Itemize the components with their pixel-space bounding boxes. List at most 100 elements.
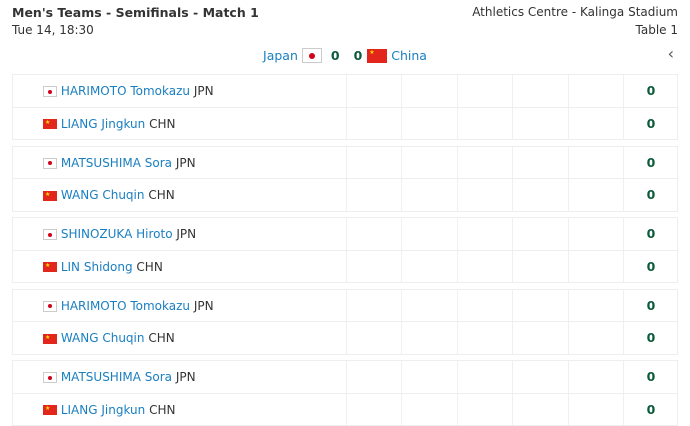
player-row: MATSUSHIMA Sora JPN 0 xyxy=(13,146,677,179)
player-row: MATSUSHIMA Sora JPN 0 xyxy=(13,361,677,394)
china-flag-icon xyxy=(43,190,57,201)
player-noc: JPN xyxy=(175,370,196,384)
game-score-cell xyxy=(401,250,402,282)
game-score-cell xyxy=(512,250,513,282)
player-score: 0 xyxy=(646,154,656,170)
player-name[interactable]: LIANG Jingkun xyxy=(60,116,146,131)
player: LIN Shidong CHN xyxy=(43,260,163,274)
player-noc: CHN xyxy=(149,402,176,417)
player: LIANG Jingkun CHN xyxy=(43,403,175,417)
player-name[interactable]: HARIMOTO Tomokazu xyxy=(60,298,190,313)
player-name[interactable]: MATSUSHIMA Sora xyxy=(60,155,172,170)
game-score-cell xyxy=(346,218,347,250)
game-score-cell xyxy=(568,179,569,211)
game-score-cell xyxy=(568,146,569,178)
game-score-cell xyxy=(346,289,347,321)
game-score-cell xyxy=(568,393,569,425)
player-noc: JPN xyxy=(175,155,196,170)
player-score: 0 xyxy=(646,401,656,417)
game-score-cell xyxy=(512,107,513,139)
player-row: LIANG Jingkun CHN 0 xyxy=(13,393,677,425)
player-row: HARIMOTO Tomokazu JPN 0 xyxy=(13,75,677,108)
away-score: 0 xyxy=(353,48,363,63)
player-row: WANG Chuqin CHN 0 xyxy=(13,179,677,211)
game-score-cell xyxy=(346,179,347,211)
player: WANG Chuqin CHN xyxy=(43,331,175,345)
japan-flag-icon xyxy=(301,48,322,63)
game-score-cell xyxy=(623,218,624,250)
game-score-cell xyxy=(568,75,569,107)
player: LIANG Jingkun CHN xyxy=(43,117,175,131)
game-score-cell xyxy=(623,361,624,393)
game-score-cell xyxy=(346,107,347,139)
game-score-cell xyxy=(401,322,402,354)
chevron-left-icon[interactable]: ‹ xyxy=(667,44,674,63)
player-row: HARIMOTO Tomokazu JPN 0 xyxy=(13,289,677,322)
match-group: SHINOZUKA Hiroto JPN 0 LIN Shidong CHN 0 xyxy=(12,217,678,283)
game-score-cell xyxy=(623,179,624,211)
player: WANG Chuqin CHN xyxy=(43,188,175,202)
player-noc: CHN xyxy=(149,116,176,131)
game-score-cell xyxy=(512,218,513,250)
game-score-cell xyxy=(512,75,513,107)
player-noc: JPN xyxy=(176,227,197,241)
game-score-cell xyxy=(512,289,513,321)
player-name[interactable]: LIN Shidong xyxy=(60,259,133,274)
game-score-cell xyxy=(401,289,402,321)
game-score-cell xyxy=(623,322,624,354)
game-score-cell xyxy=(401,107,402,139)
game-score-cell xyxy=(623,107,624,139)
player-score: 0 xyxy=(646,187,656,202)
player: HARIMOTO Tomokazu JPN xyxy=(43,84,214,98)
japan-flag-icon xyxy=(43,300,57,312)
player-noc: JPN xyxy=(193,298,214,313)
home-score: 0 xyxy=(330,48,340,63)
player-name[interactable]: WANG Chuqin xyxy=(60,331,145,345)
game-score-cell xyxy=(568,250,569,282)
japan-flag-icon xyxy=(43,86,57,97)
game-score-cell xyxy=(457,218,458,250)
game-score-cell xyxy=(457,75,458,107)
home-team[interactable]: Japan xyxy=(263,48,298,63)
game-score-cell xyxy=(401,75,402,107)
game-score-cell xyxy=(401,218,402,250)
game-score-cell xyxy=(568,289,569,321)
player-score: 0 xyxy=(646,369,656,384)
china-flag-icon xyxy=(43,262,57,272)
game-score-cell xyxy=(512,179,513,211)
player-name[interactable]: WANG Chuqin xyxy=(60,188,145,202)
game-score-cell xyxy=(568,218,569,250)
player-name[interactable]: MATSUSHIMA Sora xyxy=(60,370,172,384)
player-score: 0 xyxy=(646,330,656,345)
team-score: Japan 0 0 China xyxy=(0,47,690,63)
player-score: 0 xyxy=(646,258,656,274)
game-score-cell xyxy=(457,179,458,211)
game-score-cell xyxy=(401,361,402,393)
away-team[interactable]: China xyxy=(391,48,427,63)
game-score-cell xyxy=(401,146,402,178)
china-flag-icon xyxy=(43,333,57,344)
game-score-cell xyxy=(457,250,458,282)
game-score-cell xyxy=(512,361,513,393)
player: HARIMOTO Tomokazu JPN xyxy=(43,299,214,313)
game-score-cell xyxy=(512,322,513,354)
player-noc: CHN xyxy=(136,259,163,274)
player-row: WANG Chuqin CHN 0 xyxy=(13,322,677,354)
game-score-cell xyxy=(512,146,513,178)
table-number: Table 1 xyxy=(635,23,678,37)
player: MATSUSHIMA Sora JPN xyxy=(43,370,196,384)
player-name[interactable]: SHINOZUKA Hiroto xyxy=(60,227,173,241)
game-score-cell xyxy=(346,146,347,178)
game-score-cell xyxy=(401,393,402,425)
player-name[interactable]: LIANG Jingkun xyxy=(60,402,146,417)
game-score-cell xyxy=(457,146,458,178)
player-name[interactable]: HARIMOTO Tomokazu xyxy=(60,84,190,98)
game-score-cell xyxy=(568,361,569,393)
player-noc: CHN xyxy=(148,331,175,345)
player-score: 0 xyxy=(646,226,656,241)
player-row: SHINOZUKA Hiroto JPN 0 xyxy=(13,218,677,251)
match-group: HARIMOTO Tomokazu JPN 0 WANG Chuqin CHN 0 xyxy=(12,288,678,355)
player-row: LIANG Jingkun CHN 0 xyxy=(13,107,677,139)
game-score-cell xyxy=(457,393,458,425)
match-header: Men's Teams - Semifinals - Match 1 Tue 1… xyxy=(12,5,678,39)
